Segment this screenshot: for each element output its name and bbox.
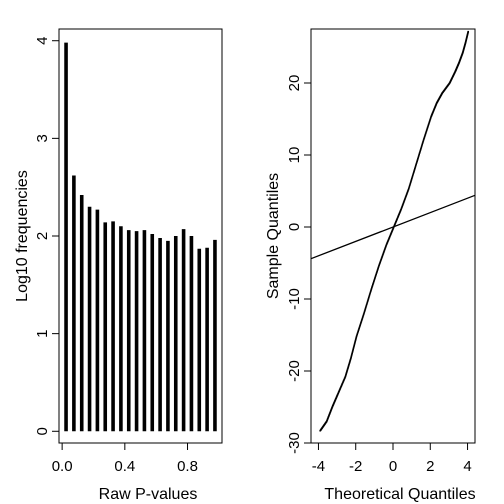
histogram-bars xyxy=(64,42,217,432)
y-tick-label: 4 xyxy=(34,37,51,45)
x-tick-label: 0.0 xyxy=(52,458,73,475)
qq-x-ticks: -4 -2 0 2 4 xyxy=(312,443,472,475)
histogram-y-axis-title: Log10 frequencies xyxy=(14,170,31,302)
y-tick-label: 0 xyxy=(34,427,51,435)
x-tick-label: -2 xyxy=(349,458,362,475)
qq-x-axis-title: Theoretical Quantiles xyxy=(324,486,475,503)
y-tick-label: 0 xyxy=(286,223,303,231)
x-tick-label: -4 xyxy=(312,458,325,475)
y-tick-label: -20 xyxy=(286,360,303,382)
x-tick-label: 0 xyxy=(389,458,397,475)
y-tick-label: -10 xyxy=(286,288,303,310)
histogram-panel: 0.0 0.4 0.8 0 1 2 3 4 Raw P-values Log10 frequ… xyxy=(14,28,223,503)
qq-point-series xyxy=(319,30,470,432)
qq-y-axis-title: Sample Quantiles xyxy=(265,173,282,299)
qq-reference-line xyxy=(310,194,476,260)
histogram-y-ticks: 0 1 2 3 4 xyxy=(34,37,59,435)
y-tick-label: -30 xyxy=(286,432,303,454)
x-tick-label: 2 xyxy=(426,458,434,475)
y-tick-label: 10 xyxy=(286,147,303,164)
qq-plot-frame xyxy=(310,28,476,444)
qq-sample-points xyxy=(319,30,470,432)
histogram-x-ticks: 0.0 0.4 0.8 xyxy=(52,443,198,475)
histogram-x-axis-title: Raw P-values xyxy=(99,486,198,503)
qq-y-ticks: -30 -20 -10 0 10 20 xyxy=(286,75,311,454)
y-tick-label: 20 xyxy=(286,75,303,92)
y-tick-label: 2 xyxy=(34,232,51,240)
x-tick-label: 0.4 xyxy=(114,458,135,475)
y-tick-label: 3 xyxy=(34,134,51,142)
y-tick-label: 1 xyxy=(34,329,51,337)
x-tick-label: 0.8 xyxy=(177,458,198,475)
x-tick-label: 4 xyxy=(463,458,471,475)
